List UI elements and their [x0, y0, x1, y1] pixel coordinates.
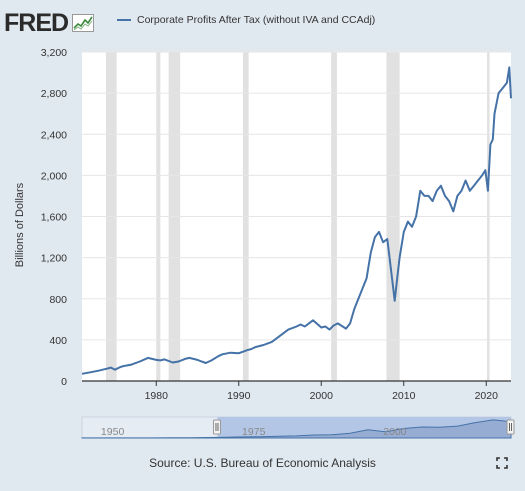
range-navigator[interactable]: 1950 1975 2000	[81, 416, 515, 439]
navigator-label: 2000	[383, 426, 407, 438]
navigator-label: 1950	[101, 426, 125, 438]
y-tick-label: 1,200	[41, 253, 67, 265]
navigator-handle-right[interactable]	[506, 419, 515, 435]
navigator-label: 1975	[242, 426, 266, 438]
legend[interactable]: Corporate Profits After Tax (without IVA…	[117, 14, 375, 26]
y-tick-label: 2,400	[41, 129, 67, 141]
header: FRED	[4, 8, 95, 38]
x-tick-label: 1990	[227, 390, 251, 402]
series-line-0	[81, 66, 512, 375]
source-note: Source: U.S. Bureau of Economic Analysis	[149, 456, 376, 470]
legend-swatch	[117, 19, 131, 21]
legend-label: Corporate Profits After Tax (without IVA…	[137, 14, 376, 26]
y-tick-label: 800	[49, 294, 67, 306]
y-tick-label: 2,800	[41, 88, 67, 100]
y-tick-label: 1,600	[41, 212, 67, 224]
series-group	[81, 66, 512, 375]
x-tick-label: 2000	[310, 390, 334, 402]
y-tick-label: 3,200	[41, 47, 67, 59]
fred-chart-icon	[72, 14, 95, 32]
navigator-series	[81, 419, 512, 439]
y-axis-ticks: 0 400 800 1,200 1,600 2,000 2,400 2,800 3,200	[41, 47, 67, 388]
grid-lines	[82, 51, 511, 382]
x-tick-label: 2020	[475, 390, 499, 402]
expand-icon[interactable]	[496, 457, 508, 469]
fred-logo[interactable]: FRED	[4, 9, 69, 37]
navigator-handle-left[interactable]	[212, 419, 221, 435]
x-tick-label: 2010	[392, 390, 416, 402]
x-axis-ticks: 1980 1990 2000 2010 2020	[145, 381, 499, 402]
y-tick-label: 400	[49, 335, 67, 347]
y-tick-label: 2,000	[41, 170, 67, 182]
y-tick-label: 0	[61, 376, 67, 388]
x-tick-label: 1980	[145, 390, 169, 402]
